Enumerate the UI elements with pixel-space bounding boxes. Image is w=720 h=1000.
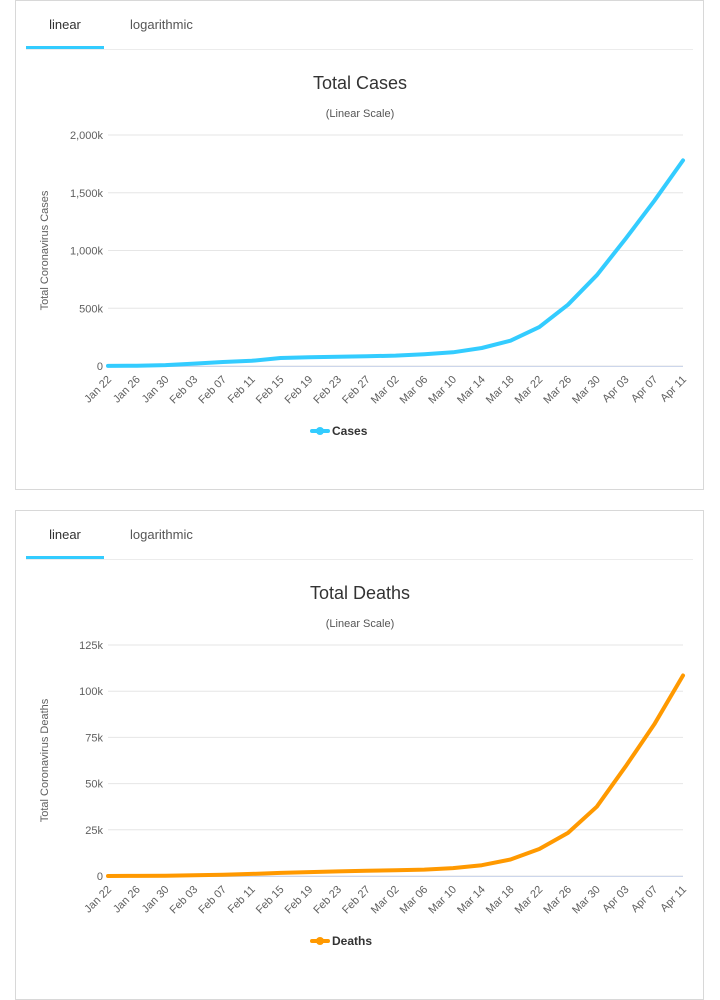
x-tick-label: Jan 22 (82, 884, 114, 916)
legend-label: Deaths (332, 934, 372, 948)
y-tick-label: 2,000k (70, 130, 104, 142)
x-tick-label: Mar 02 (369, 884, 402, 917)
y-tick-label: 1,500k (70, 188, 104, 200)
x-tick-label: Apr 07 (629, 374, 660, 405)
x-tick-label: Feb 07 (196, 884, 229, 917)
x-tick-label: Mar 02 (369, 374, 402, 407)
series-line-cases (106, 158, 685, 368)
cases-line-chart: Total Cases (Linear Scale) 0 500k 1,000k 1,50… (39, 73, 689, 438)
y-tick-label: 75k (85, 732, 103, 744)
x-tick-label: Jan 26 (111, 374, 143, 406)
x-tick-label: Jan 30 (140, 884, 172, 916)
x-tick-label: Feb 23 (311, 374, 344, 407)
x-tick-label: Feb 27 (340, 884, 373, 917)
x-tick-label: Mar 10 (426, 884, 459, 917)
x-tick-label: Feb 15 (254, 374, 287, 407)
y-tick-label: 50k (85, 779, 103, 791)
x-tick-label: Mar 10 (426, 374, 459, 407)
y-tick-label: 500k (79, 303, 103, 315)
legend-label: Cases (332, 424, 368, 438)
x-tick-label: Feb 27 (340, 374, 373, 407)
y-tick-label: 0 (97, 361, 103, 373)
y-tick-label: 25k (85, 825, 103, 837)
y-tick-label: 0 (97, 871, 103, 883)
x-tick-label: Mar 22 (513, 884, 546, 917)
x-tick-label: Mar 22 (513, 374, 546, 407)
x-tick-label: Mar 30 (570, 884, 603, 917)
series-line-deaths (106, 673, 685, 878)
x-tick-label: Jan 26 (111, 884, 143, 916)
chart-title: Total Cases (313, 73, 407, 93)
y-tick-label: 125k (79, 640, 103, 652)
x-tick-label: Mar 18 (484, 884, 517, 917)
chart-subtitle: (Linear Scale) (326, 108, 394, 120)
deaths-line-chart: Total Deaths (Linear Scale) 0 25k 50k 75k 100k… (39, 583, 689, 948)
chart-title: Total Deaths (310, 583, 410, 603)
legend-marker (316, 427, 324, 435)
x-tick-label: Mar 26 (541, 884, 574, 917)
x-tick-label: Jan 30 (140, 374, 172, 406)
x-tick-label: Apr 07 (629, 884, 660, 915)
cases-chart-panel: linear logarithmic Total Cases (Linear Sc… (15, 0, 704, 490)
x-tick-label: Feb 11 (226, 884, 258, 916)
x-tick-label: Apr 11 (658, 884, 689, 915)
tab-bar: linear logarithmic (26, 511, 693, 560)
x-tick-label: Feb 11 (226, 374, 258, 406)
x-tick-label: Mar 30 (570, 374, 603, 407)
y-tick-label: 1,000k (70, 246, 104, 258)
y-tick-label: 100k (79, 686, 103, 698)
tab-linear[interactable]: linear (26, 17, 104, 49)
x-tick-label: Feb 23 (311, 884, 344, 917)
x-tick-label: Feb 07 (196, 374, 229, 407)
x-tick-label: Mar 06 (398, 374, 431, 407)
y-axis-label: Total Coronavirus Cases (39, 190, 51, 310)
chart-subtitle: (Linear Scale) (326, 618, 394, 630)
tab-linear[interactable]: linear (26, 527, 104, 559)
x-tick-label: Mar 26 (541, 374, 574, 407)
x-tick-label: Mar 18 (484, 374, 517, 407)
x-tick-label: Feb 03 (168, 884, 201, 917)
x-tick-label: Apr 03 (600, 884, 631, 915)
tab-logarithmic[interactable]: logarithmic (130, 527, 193, 542)
y-axis-label: Total Coronavirus Deaths (39, 698, 51, 822)
x-tick-label: Mar 06 (398, 884, 431, 917)
x-tick-label: Feb 15 (254, 884, 287, 917)
tab-bar: linear logarithmic (26, 1, 693, 50)
x-tick-label: Feb 19 (283, 374, 316, 407)
tab-logarithmic[interactable]: logarithmic (130, 17, 193, 32)
legend-marker (316, 937, 324, 945)
x-tick-label: Feb 03 (168, 374, 201, 407)
x-tick-label: Jan 22 (82, 374, 114, 406)
x-tick-label: Feb 19 (283, 884, 316, 917)
deaths-chart-panel: linear logarithmic Total Deaths (Linear S… (15, 510, 704, 1000)
x-tick-label: Apr 11 (658, 374, 689, 405)
x-tick-label: Apr 03 (600, 374, 631, 405)
x-tick-label: Mar 14 (455, 374, 488, 407)
x-tick-label: Mar 14 (455, 884, 488, 917)
